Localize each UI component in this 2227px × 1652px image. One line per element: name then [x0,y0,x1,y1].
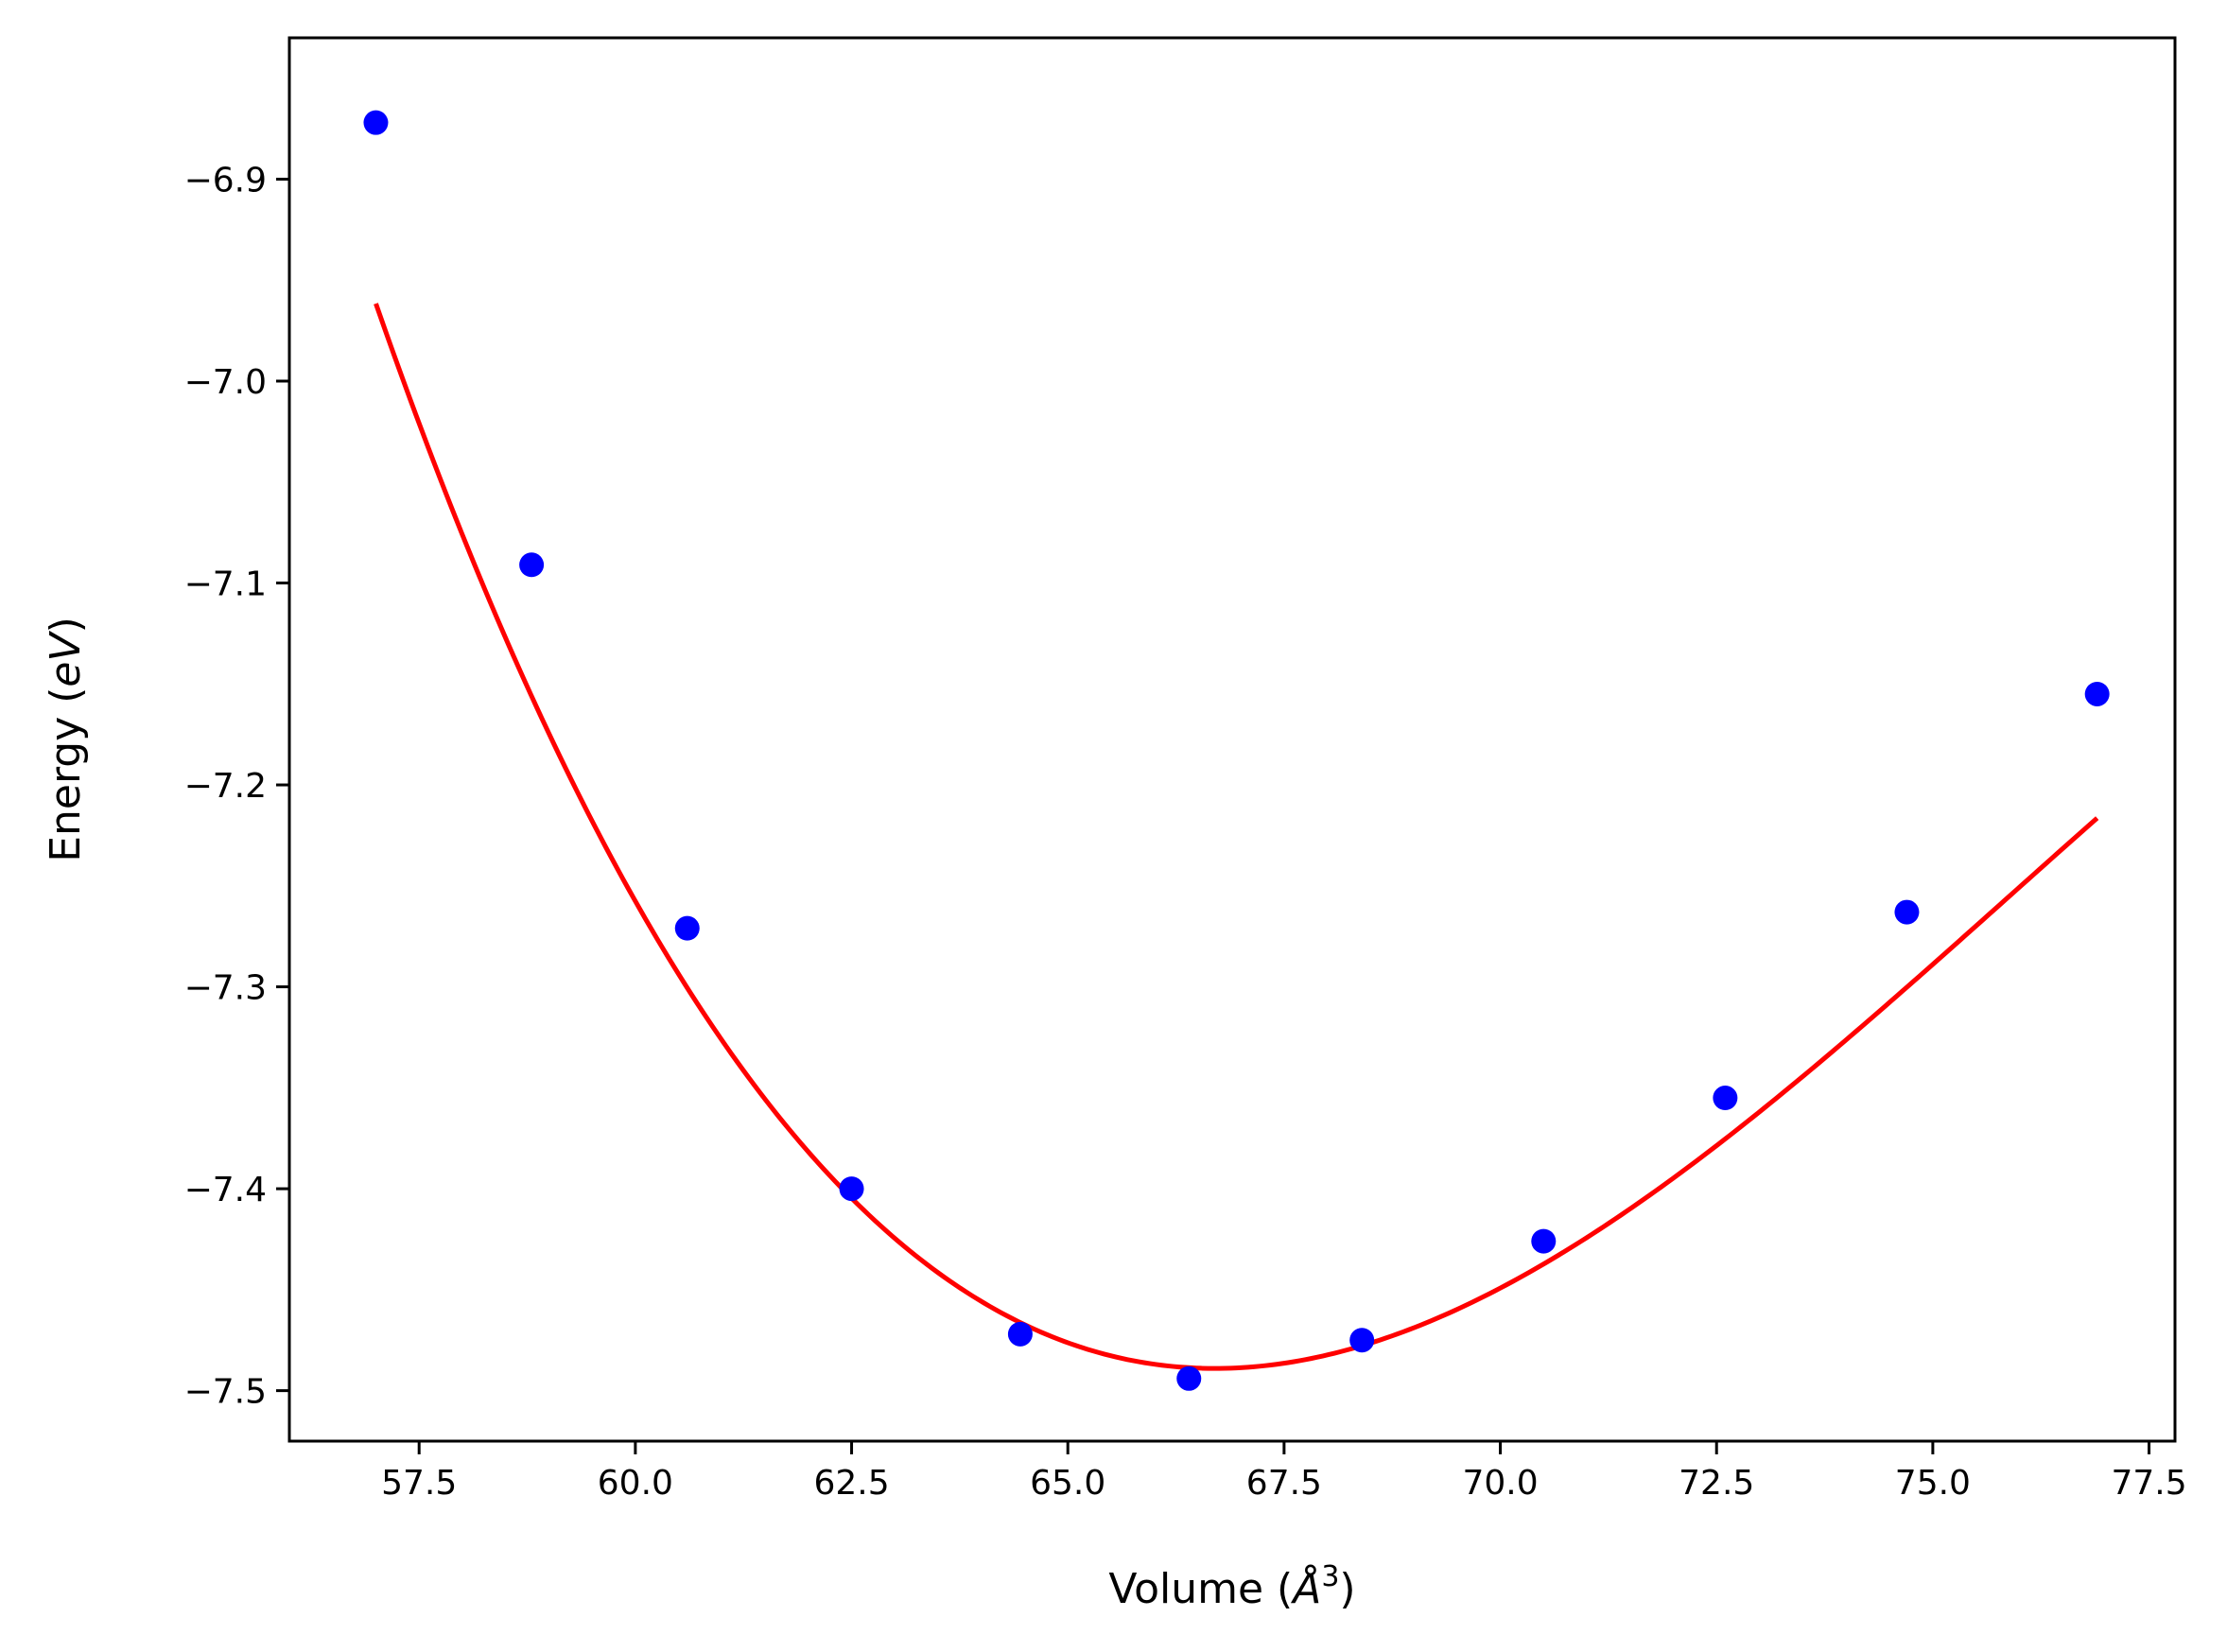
data-point [1894,899,1920,925]
y-tick-label: −7.3 [184,969,267,1008]
data-point [2084,681,2110,706]
data-point [674,915,700,941]
x-axis-label: Volume (Å3) [1108,1560,1355,1613]
data-point [1349,1328,1375,1353]
x-tick-label: 62.5 [813,1464,889,1503]
data-point [1531,1228,1557,1254]
y-tick-label: −7.4 [184,1171,267,1209]
x-tick-label: 72.5 [1679,1464,1754,1503]
fit-curve-layer [374,303,2099,1371]
x-axis-ticks: 57.5 60.0 62.5 65.0 67.5 70.0 72.5 75.0 77.5 [381,1441,2187,1503]
data-point [1713,1086,1738,1111]
data-point [1007,1321,1033,1347]
data-point [839,1176,864,1202]
x-tick-label: 65.0 [1030,1464,1105,1503]
data-points-layer [363,110,2110,1391]
plot-frame [287,36,2177,1443]
y-tick-label: −6.9 [184,161,267,200]
fit-curve [374,303,2099,1371]
data-point [1176,1365,1202,1391]
y-tick-label: −7.1 [184,565,267,604]
data-point [363,110,389,135]
y-axis-label: Energy (eV) [42,617,90,862]
y-axis-ticks: −6.9 −7.0 −7.1 −7.2 −7.3 −7.4 −7.5 [184,161,289,1412]
y-tick-label: −7.2 [184,767,267,806]
x-tick-label: 60.0 [598,1464,673,1503]
y-tick-label: −7.5 [184,1373,267,1412]
x-tick-label: 70.0 [1462,1464,1538,1503]
data-point [519,552,545,578]
x-tick-label: 75.0 [1895,1464,1971,1503]
x-tick-label: 67.5 [1246,1464,1322,1503]
x-tick-label: 57.5 [381,1464,457,1503]
x-tick-label: 77.5 [2111,1464,2186,1503]
y-tick-label: −7.0 [184,363,267,402]
